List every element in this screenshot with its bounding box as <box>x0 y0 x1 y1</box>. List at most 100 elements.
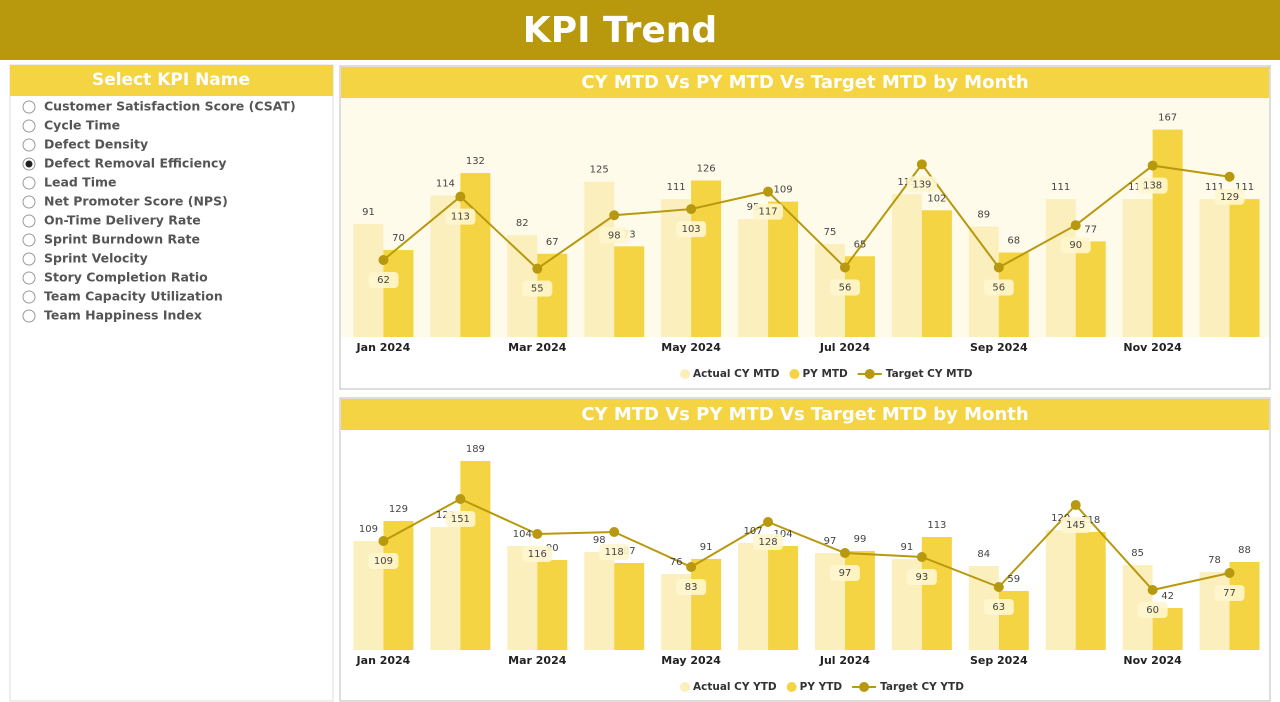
bar <box>383 521 414 650</box>
slicer-item[interactable]: Team Happiness Index <box>44 308 202 323</box>
data-label: 88 <box>1238 545 1251 556</box>
data-label-box <box>983 599 1014 615</box>
line-point <box>1147 160 1158 171</box>
data-label: 107 <box>743 526 762 537</box>
bar <box>1199 572 1230 650</box>
bar <box>614 246 645 337</box>
data-label: 129 <box>1220 192 1239 203</box>
bar <box>507 546 538 650</box>
data-label: 129 <box>389 504 408 515</box>
bar <box>891 194 922 337</box>
line-point <box>378 536 389 546</box>
x-tick-label: Sep 2024 <box>970 654 1028 667</box>
chart-header <box>341 67 1269 98</box>
data-label: 83 <box>685 582 698 593</box>
x-tick-label: Mar 2024 <box>508 341 567 354</box>
data-label: 118 <box>1081 515 1100 526</box>
data-label-box <box>1060 237 1091 254</box>
x-tick-label: Nov 2024 <box>1123 341 1182 354</box>
legend-marker <box>680 369 690 379</box>
data-label: 120 <box>1051 513 1070 524</box>
data-label-box <box>522 546 553 562</box>
slicer-item[interactable]: On-Time Delivery Rate <box>44 213 201 228</box>
data-label: 99 <box>854 534 867 545</box>
line-point <box>1070 220 1081 231</box>
data-label-box <box>368 553 399 569</box>
x-tick-label: Jan 2024 <box>356 341 411 354</box>
data-label-box <box>599 544 630 560</box>
slicer-item[interactable]: Team Capacity Utilization <box>44 289 223 304</box>
data-label-box <box>599 227 630 244</box>
slicer-item[interactable]: Customer Satisfaction Score (CSAT) <box>44 99 296 114</box>
line-point <box>686 562 697 572</box>
data-label: 78 <box>1208 555 1221 566</box>
slicer-item[interactable]: Story Completion Ratio <box>44 270 208 285</box>
slicer-item[interactable]: Cycle Time <box>44 118 120 133</box>
radio-button[interactable] <box>22 214 36 228</box>
data-label-box <box>368 271 399 288</box>
line-point <box>839 548 850 558</box>
radio-button[interactable] <box>22 100 36 114</box>
data-label-box <box>676 221 707 238</box>
data-label: 102 <box>927 193 946 204</box>
slicer-item[interactable]: Net Promoter Score (NPS) <box>44 194 228 209</box>
radio-button[interactable] <box>22 271 36 285</box>
slicer-item[interactable]: Defect Density <box>44 137 148 152</box>
line-point <box>1147 585 1158 595</box>
data-label: 91 <box>901 542 914 553</box>
data-label-box <box>1214 188 1245 205</box>
bar <box>460 461 491 650</box>
data-label: 68 <box>1007 236 1020 247</box>
bar <box>1075 241 1106 337</box>
data-label: 109 <box>374 556 393 567</box>
data-label: 104 <box>773 529 792 540</box>
data-label-box <box>1137 602 1168 618</box>
slicer-item[interactable]: Sprint Burndown Rate <box>44 232 200 247</box>
radio-button[interactable] <box>22 233 36 247</box>
radio-button[interactable] <box>22 138 36 152</box>
radio-button[interactable] <box>22 119 36 133</box>
data-label-box <box>1137 177 1168 194</box>
line-point <box>1224 171 1235 182</box>
line-point <box>609 527 620 537</box>
chart-title: CY MTD Vs PY MTD Vs Target MTD by Month <box>581 72 1028 93</box>
data-label: 125 <box>590 165 609 176</box>
data-label-box <box>906 176 937 193</box>
slicer-item[interactable]: Defect Removal Efficiency <box>44 156 227 171</box>
slicer-title: Select KPI Name <box>92 70 250 90</box>
data-label: 77 <box>1084 224 1097 235</box>
line-point <box>455 494 466 504</box>
plot-area <box>341 98 1269 337</box>
data-label: 59 <box>1007 574 1020 585</box>
data-label: 98 <box>593 535 606 546</box>
slicer-item[interactable]: Sprint Velocity <box>44 251 148 266</box>
line-point <box>686 204 697 215</box>
slicer-item[interactable]: Lead Time <box>44 175 117 190</box>
bar <box>537 560 568 650</box>
data-label: 109 <box>359 524 378 535</box>
radio-button[interactable] <box>22 252 36 266</box>
radio-button[interactable] <box>22 290 36 304</box>
radio-button[interactable] <box>22 176 36 190</box>
bar <box>844 256 875 337</box>
line-point <box>763 517 774 527</box>
data-label: 95 <box>747 202 760 213</box>
data-label: 67 <box>546 237 559 248</box>
data-label: 113 <box>451 212 470 223</box>
x-tick-label: Mar 2024 <box>508 654 567 667</box>
data-label: 113 <box>927 520 946 531</box>
data-label-box <box>983 279 1014 296</box>
data-label: 84 <box>977 549 990 560</box>
bar <box>1152 129 1183 337</box>
radio-button[interactable] <box>22 195 36 209</box>
radio-button[interactable] <box>22 309 36 323</box>
data-label: 151 <box>451 514 470 525</box>
data-label: 111 <box>1051 182 1070 193</box>
legend-marker <box>680 682 690 692</box>
bar <box>430 527 461 650</box>
bar <box>921 537 952 650</box>
data-label: 70 <box>392 233 405 244</box>
line-point <box>532 529 543 539</box>
data-label-box <box>1060 517 1091 533</box>
